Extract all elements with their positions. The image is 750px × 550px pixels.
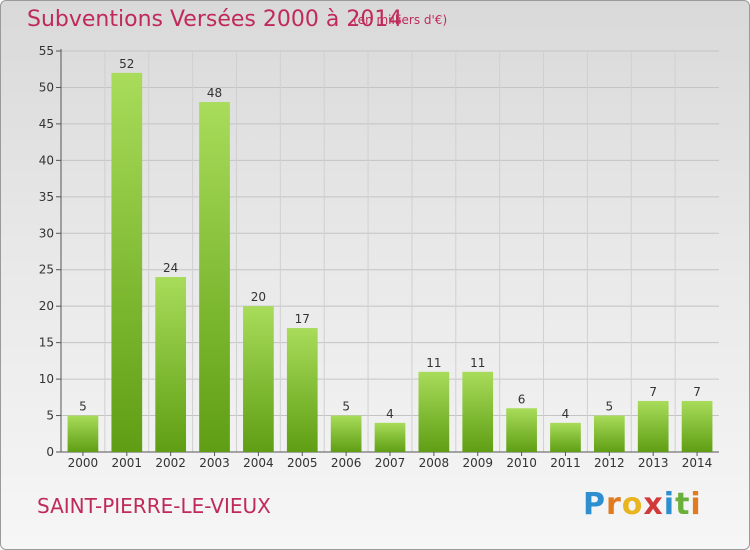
x-tick-label: 2009 — [462, 456, 493, 470]
y-tick-label: 45 — [39, 117, 54, 131]
proxiti-logo: Proxiti — [583, 487, 702, 522]
y-tick-label: 20 — [39, 299, 54, 313]
grid-lines — [61, 50, 719, 452]
x-tick-label: 2004 — [243, 456, 274, 470]
y-tick-label: 40 — [39, 153, 54, 167]
y-tick-label: 55 — [39, 44, 54, 58]
y-tick-label: 15 — [39, 336, 54, 350]
bars — [67, 72, 713, 452]
bar — [330, 415, 362, 452]
y-tick-label: 5 — [46, 409, 54, 423]
data-label: 4 — [562, 407, 570, 421]
bar — [374, 422, 406, 452]
chart-title: Subventions Versées 2000 à 2014 — [27, 7, 403, 32]
data-label: 17 — [295, 312, 310, 326]
bar — [243, 306, 274, 452]
x-tick-label: 2000 — [68, 456, 99, 470]
data-label: 52 — [119, 57, 134, 71]
x-tick-label: 2012 — [594, 456, 625, 470]
data-label: 11 — [426, 356, 441, 370]
bar — [550, 422, 581, 452]
bar — [418, 371, 450, 452]
y-tick-label: 25 — [39, 263, 54, 277]
bar — [199, 102, 230, 452]
y-tick-label: 50 — [39, 80, 54, 94]
bar — [155, 277, 187, 452]
bar — [286, 328, 318, 452]
y-tick-label: 10 — [39, 372, 54, 386]
x-tick-label: 2003 — [199, 456, 230, 470]
bar — [593, 415, 625, 452]
bar — [506, 408, 537, 452]
y-tick-label: 35 — [39, 190, 54, 204]
data-labels: 5 52 24 48 20 17 5 4 11 11 6 4 5 7 7 — [79, 57, 701, 421]
data-label: 20 — [251, 290, 266, 304]
x-tick-label: 2010 — [506, 456, 537, 470]
data-label: 5 — [606, 400, 614, 414]
data-label: 7 — [693, 385, 701, 399]
bar — [681, 400, 713, 452]
data-label: 7 — [649, 385, 657, 399]
x-tick-label: 2014 — [682, 456, 713, 470]
data-label: 11 — [470, 356, 485, 370]
y-tick-label: 30 — [39, 226, 54, 240]
bar — [462, 371, 494, 452]
data-label: 48 — [207, 86, 222, 100]
x-tick-label: 2006 — [331, 456, 362, 470]
x-tick-label: 2001 — [112, 456, 143, 470]
x-tick-label: 2008 — [419, 456, 450, 470]
commune-name: SAINT-PIERRE-LE-VIEUX — [37, 494, 271, 518]
data-label: 4 — [386, 407, 394, 421]
x-tick-label: 2013 — [638, 456, 669, 470]
bar — [637, 400, 669, 452]
x-tick-label: 2002 — [155, 456, 186, 470]
data-label: 24 — [163, 261, 178, 275]
bar — [111, 72, 143, 452]
data-label: 5 — [79, 400, 87, 414]
chart-unit-note: (en milliers d'€) — [353, 13, 448, 27]
x-tick-label: 2005 — [287, 456, 318, 470]
bar — [67, 415, 99, 452]
data-label: 5 — [342, 400, 350, 414]
x-tick-label: 2007 — [375, 456, 406, 470]
y-tick-label: 0 — [46, 445, 54, 459]
x-tick-label: 2011 — [550, 456, 581, 470]
data-label: 6 — [518, 392, 526, 406]
